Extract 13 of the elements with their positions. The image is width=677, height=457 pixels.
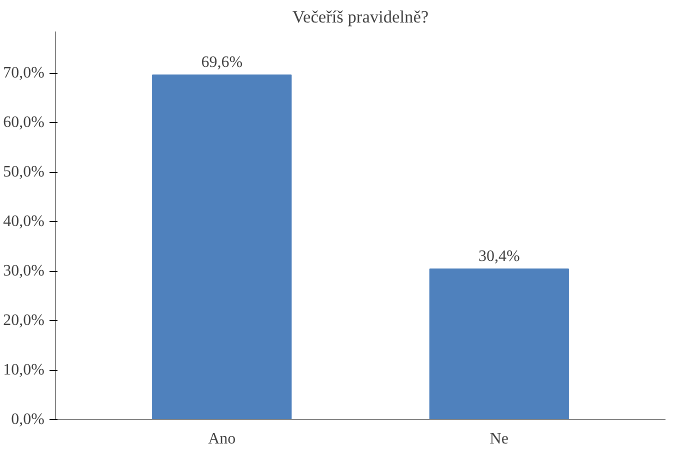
data-label: 30,4%: [478, 248, 520, 266]
y-tick-label: 10,0%: [3, 362, 44, 379]
y-tick-label: 20,0%: [3, 312, 44, 330]
y-tick-label: 60,0%: [3, 114, 44, 132]
y-tick-label: 70,0%: [3, 64, 44, 82]
x-tick-label: Ano: [208, 430, 236, 448]
x-tick-label: Ne: [490, 430, 508, 448]
y-tick-label: 50,0%: [3, 164, 44, 181]
y-tick-label: 30,0%: [3, 262, 44, 280]
y-tick-label: 40,0%: [3, 213, 44, 230]
y-tick-label: 0,0%: [11, 411, 44, 428]
chart-title: Večeříš pravidelně?: [292, 8, 429, 26]
data-label: 69,6%: [201, 54, 243, 72]
